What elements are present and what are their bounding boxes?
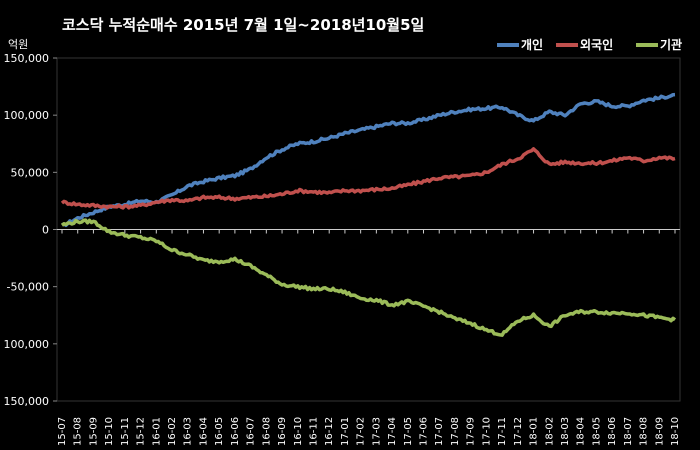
x-tick-label: 18-07 [623,417,634,446]
series-line-3 [60,218,677,337]
x-tick-label: 17-11 [497,417,508,446]
y-tick-label: 100,000 [4,338,50,351]
x-tick-label: 16-07 [246,417,257,446]
y-tick-label: 150,000 [4,52,50,65]
x-tick-label: 15-10 [104,417,115,446]
y-tick-label: 0 [42,224,49,237]
x-axis: 15-07 15-08 15-09 15-10 15-11 15-12 16-01 16-02… [57,229,681,446]
x-tick-label: 15-12 [136,417,147,446]
x-tick-label: 15-11 [120,417,131,446]
x-tick-label: 18-06 [607,417,618,446]
x-tick-label: 18-02 [544,417,555,446]
x-tick-label: 15-09 [88,417,99,446]
x-tick-label: 16-11 [308,417,319,446]
x-tick-label: 18-10 [670,417,681,446]
series-line-2 [60,147,676,210]
x-tick-label: 15-08 [73,417,84,446]
legend: 개인 외국인 기관 [497,37,682,52]
x-tick-label: 16-10 [293,417,304,446]
x-tick-label: 16-02 [167,417,178,446]
y-axis-unit-label: 억원 [8,38,28,51]
y-tick-label: 100,000 [4,109,50,122]
x-tick-label: 16-01 [151,417,162,446]
x-tick-label: 17-01 [340,417,351,446]
series-line-1 [61,92,676,228]
x-tick-label: 17-10 [481,417,492,446]
y-tick-label: -50,000 [7,281,49,294]
legend-label: 외국인 [580,37,613,52]
x-tick-label: 18-05 [591,417,602,446]
x-tick-label: 16-12 [324,417,335,446]
x-tick-label: 18-09 [654,417,665,446]
legend-label: 기관 [660,37,682,52]
chart-title: 코스닥 누적순매수 2015년 7월 1일~2018년10월5일 [62,16,424,34]
x-tick-label: 17-07 [434,417,445,446]
legend-label: 개인 [521,37,543,52]
x-tick-label: 17-08 [450,417,461,446]
y-axis: 150,000 100,000 50,000 0 -50,000 100,000 150,0… [4,52,680,408]
x-tick-label: 15-07 [57,417,68,446]
x-tick-label: 18-04 [576,417,587,446]
x-tick-label: 17-09 [466,417,477,446]
x-tick-label: 18-03 [560,417,571,446]
x-tick-label: 17-02 [356,417,367,446]
x-tick-label: 16-05 [214,417,225,446]
x-tick-label: 18-01 [529,417,540,446]
x-tick-label: 17-04 [387,417,398,446]
series-lines [60,92,677,337]
x-tick-label: 17-05 [403,417,414,446]
x-tick-label: 16-06 [230,417,241,446]
x-tick-label: 17-12 [513,417,524,446]
x-tick-label: 17-06 [419,417,430,446]
y-tick-label: 150,000 [4,395,50,408]
x-tick-label: 18-08 [639,417,650,446]
x-tick-label: 17-03 [371,417,382,446]
x-tick-label: 16-08 [261,417,272,446]
x-tick-label: 16-03 [183,417,194,446]
x-tick-label: 16-04 [198,417,209,446]
y-tick-label: 50,000 [11,166,50,179]
x-tick-label: 16-09 [277,417,288,446]
